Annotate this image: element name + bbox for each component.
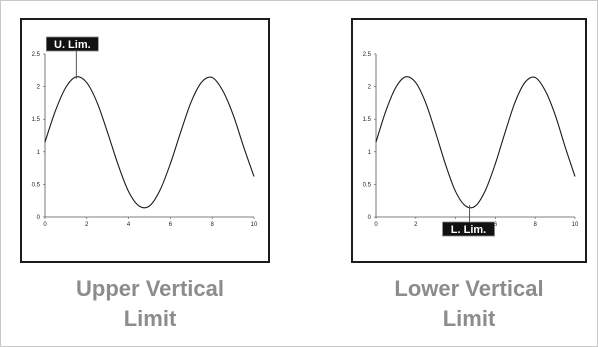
upper-limit-label: U. Lim. bbox=[54, 39, 91, 51]
x-tick-label: 2 bbox=[414, 222, 418, 228]
x-tick-label: 6 bbox=[494, 222, 498, 228]
x-tick-label: 2 bbox=[85, 222, 89, 228]
upper-limit-caption: Upper Vertical Limit bbox=[30, 274, 270, 334]
upper-limit-caption-line1: Upper Vertical bbox=[76, 276, 224, 301]
lower-limit-caption-line2: Limit bbox=[442, 306, 496, 331]
x-tick-label: 8 bbox=[211, 222, 215, 228]
y-tick-label: 2.5 bbox=[363, 52, 372, 58]
series-line bbox=[375, 76, 576, 209]
upper-limit-caption-line2: Limit bbox=[123, 306, 177, 331]
series-line bbox=[44, 76, 255, 209]
limit-label-box bbox=[45, 36, 99, 52]
y-tick-label: 0 bbox=[368, 215, 372, 221]
y-tick-label: 0.5 bbox=[32, 182, 41, 188]
y-tick-label: 2 bbox=[368, 85, 372, 91]
limit-label-box bbox=[442, 221, 495, 237]
x-tick-label: 10 bbox=[572, 222, 579, 228]
lower-limit-chart: 00.511.522.50246810L. Lim. bbox=[363, 52, 579, 237]
y-tick-label: 0.5 bbox=[363, 182, 372, 188]
x-tick-label: 0 bbox=[374, 222, 378, 228]
x-tick-label: 6 bbox=[169, 222, 173, 228]
x-tick-label: 8 bbox=[534, 222, 538, 228]
lower-limit-chart-panel: 00.511.522.50246810L. Lim. bbox=[351, 18, 587, 263]
y-tick-label: 1 bbox=[37, 150, 41, 156]
lower-limit-caption: Lower Vertical Limit bbox=[349, 274, 589, 334]
upper-limit-chart-panel: 0 0.5 1 1.5 2 2.5 0 2 4 6 8 10 U. Lim. bbox=[20, 18, 270, 263]
upper-limit-chart: 0 0.5 1 1.5 2 2.5 0 2 4 6 8 10 U. Lim. bbox=[32, 36, 258, 228]
x-tick-label: 10 bbox=[251, 222, 258, 228]
y-tick-label: 2.5 bbox=[32, 52, 41, 58]
y-tick-label: 1.5 bbox=[32, 117, 41, 123]
x-tick-label: 4 bbox=[127, 222, 131, 228]
y-tick-label: 1 bbox=[368, 150, 372, 156]
lower-limit-label: L. Lim. bbox=[451, 224, 486, 236]
y-tick-label: 2 bbox=[37, 85, 41, 91]
y-tick-label: 0 bbox=[37, 215, 41, 221]
lower-limit-caption-line1: Lower Vertical bbox=[394, 276, 544, 301]
x-tick-label: 0 bbox=[43, 222, 47, 228]
y-tick-label: 1.5 bbox=[363, 117, 372, 123]
